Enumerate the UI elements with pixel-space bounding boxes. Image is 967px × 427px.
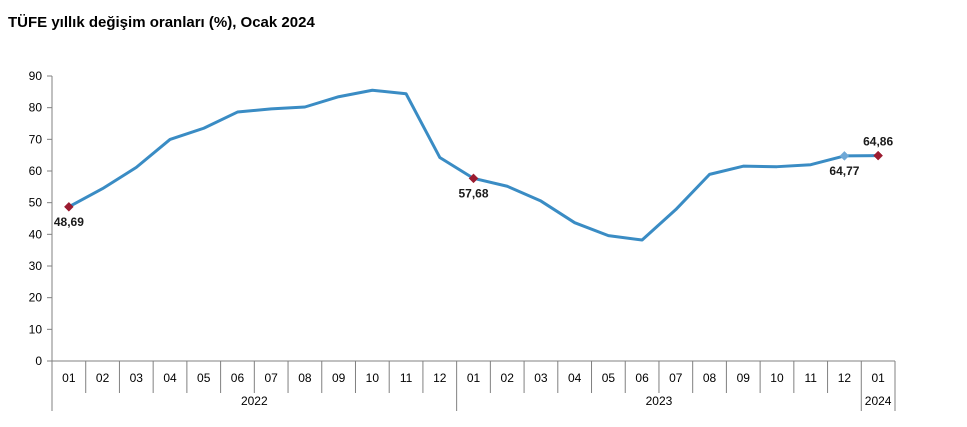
- x-tick-label: 10: [770, 371, 784, 385]
- year-label: 2022: [241, 394, 268, 408]
- x-tick-label: 04: [568, 371, 582, 385]
- y-tick-label: 40: [29, 227, 43, 241]
- x-tick-label: 03: [130, 371, 144, 385]
- x-tick-label: 09: [737, 371, 751, 385]
- x-tick-label: 06: [231, 371, 245, 385]
- chart-title: TÜFE yıllık değişim oranları (%), Ocak 2…: [8, 14, 315, 31]
- x-tick-label: 08: [703, 371, 717, 385]
- year-label: 2024: [865, 394, 892, 408]
- x-tick-label: 01: [871, 371, 885, 385]
- x-tick-label: 07: [669, 371, 683, 385]
- x-tick-label: 12: [433, 371, 447, 385]
- data-label: 64,77: [829, 164, 859, 178]
- x-tick-label: 11: [400, 371, 413, 385]
- x-tick-label: 06: [635, 371, 649, 385]
- data-label: 64,86: [863, 135, 893, 149]
- data-label: 48,69: [54, 215, 84, 229]
- data-label: 57,68: [458, 186, 488, 200]
- data-point-marker: [468, 173, 479, 184]
- x-tick-label: 02: [501, 371, 515, 385]
- x-tick-label: 05: [602, 371, 616, 385]
- data-point-marker: [839, 151, 850, 161]
- x-tick-label: 01: [467, 371, 481, 385]
- y-tick-label: 20: [29, 291, 43, 305]
- x-tick-label: 09: [332, 371, 346, 385]
- y-tick-label: 80: [29, 101, 43, 115]
- y-tick-label: 30: [29, 259, 43, 273]
- x-tick-label: 01: [62, 371, 76, 385]
- x-tick-label: 02: [96, 371, 110, 385]
- x-tick-label: 03: [534, 371, 548, 385]
- y-tick-label: 90: [29, 69, 43, 83]
- data-point-marker: [873, 150, 883, 161]
- x-tick-label: 07: [265, 371, 279, 385]
- x-tick-label: 10: [366, 371, 380, 385]
- x-tick-label: 08: [298, 371, 312, 385]
- y-tick-label: 60: [29, 164, 43, 178]
- x-tick-label: 12: [838, 371, 852, 385]
- x-tick-label: 04: [163, 371, 177, 385]
- x-tick-label: 11: [804, 371, 817, 385]
- data-point-marker: [64, 201, 74, 212]
- y-tick-label: 0: [35, 354, 42, 368]
- y-tick-label: 70: [29, 132, 43, 146]
- series-line: [67, 88, 880, 242]
- y-tick-label: 10: [29, 322, 43, 336]
- y-tick-label: 50: [29, 196, 43, 210]
- year-label: 2023: [646, 394, 673, 408]
- x-tick-label: 05: [197, 371, 211, 385]
